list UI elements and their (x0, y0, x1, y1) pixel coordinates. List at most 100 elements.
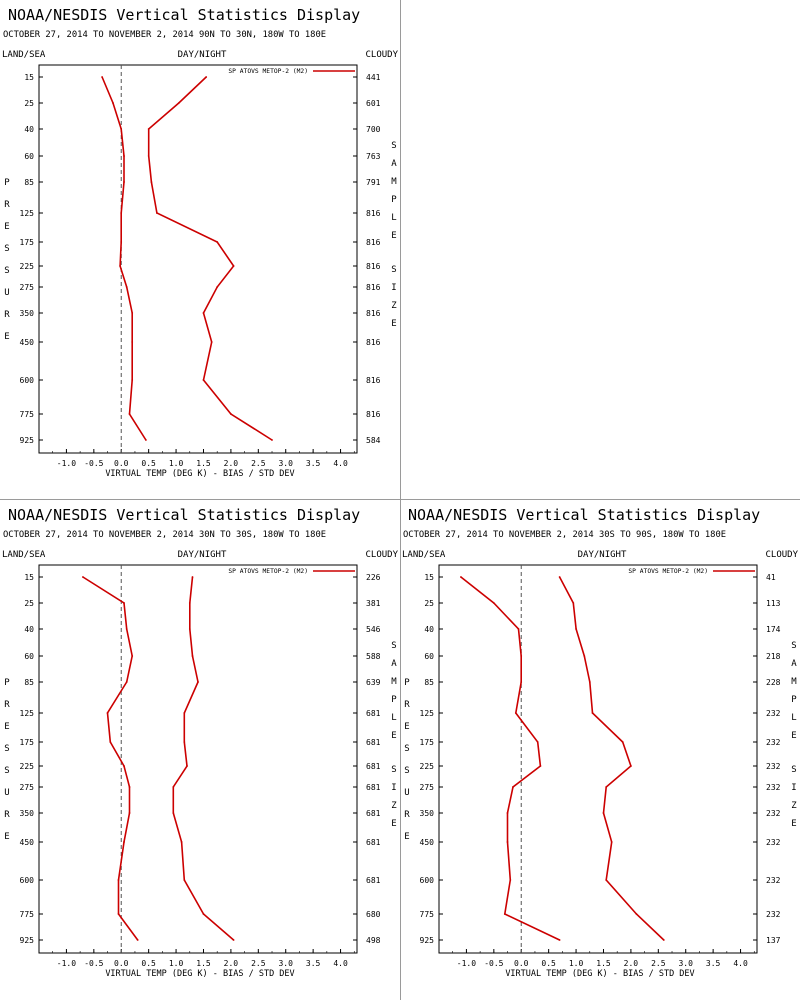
cloudy-label: CLOUDY (365, 50, 398, 60)
pressure-axis-title-letter: E (4, 722, 9, 732)
pressure-level-label: 275 (20, 283, 35, 292)
x-tick-label: 3.5 (306, 959, 321, 968)
chart-subtitle: OCTOBER 27, 2014 TO NOVEMBER 2, 2014 30N… (3, 530, 326, 540)
data-point-std_dev (575, 628, 577, 630)
data-point-bias (82, 576, 84, 578)
pressure-level-label: 40 (24, 125, 34, 134)
pressure-level-label: 40 (24, 625, 34, 634)
sample-size-label: 816 (366, 376, 381, 385)
pressure-axis-title-letter: P (4, 178, 10, 188)
data-point-bias (123, 181, 125, 183)
sample-size-label: 232 (766, 709, 781, 718)
data-point-std_dev (202, 312, 205, 314)
sample-size-label: 174 (766, 625, 781, 634)
data-point-std_dev (147, 155, 150, 157)
data-point-bias (128, 812, 131, 814)
pressure-level-label: 125 (20, 709, 35, 718)
sample-size-label: 816 (366, 309, 381, 318)
data-point-std_dev (271, 439, 273, 441)
sample-size-label: 791 (366, 178, 381, 187)
data-point-std_dev (183, 741, 186, 743)
data-point-std_dev (177, 102, 180, 104)
pressure-level-label: 15 (24, 573, 34, 582)
data-point-bias (514, 712, 517, 714)
x-tick-label: 0.0 (114, 959, 129, 968)
x-axis-label: VIRTUAL TEMP (DEG K) - BIAS / STD DEV (505, 969, 694, 979)
sample-size-label: 232 (766, 783, 781, 792)
pressure-level-label: 450 (20, 338, 35, 347)
pressure-level-label: 25 (24, 99, 34, 108)
sample-size-label: 681 (366, 709, 381, 718)
pressure-axis-title-letter: U (4, 288, 9, 298)
sample-size-label: 681 (366, 809, 381, 818)
pressure-level-label: 775 (420, 910, 435, 919)
data-point-bias (460, 576, 462, 578)
x-axis-label: VIRTUAL TEMP (DEG K) - BIAS / STD DEV (105, 469, 294, 479)
pressure-axis-title-letter: E (404, 832, 409, 842)
plot-frame (38, 564, 358, 954)
data-point-std_dev (188, 602, 191, 604)
pressure-axis-title-letter: R (404, 810, 410, 820)
sample-size-label: 584 (366, 436, 381, 445)
sample-size-label: 816 (366, 283, 381, 292)
x-tick-label: -1.0 (57, 959, 76, 968)
sample-size-label: 681 (366, 762, 381, 771)
data-point-bias (120, 212, 123, 214)
pressure-level-label: 175 (420, 738, 435, 747)
sample-size-label: 226 (366, 573, 381, 582)
data-point-bias (539, 765, 542, 767)
pressure-axis-title-letter: E (4, 832, 9, 842)
sample-size-axis-title-letter: L (791, 713, 796, 723)
sample-size-label: 381 (366, 599, 381, 608)
sample-size-label: 700 (366, 125, 381, 134)
sample-size-axis-title-letter: Z (391, 301, 397, 311)
pressure-level-label: 350 (20, 809, 35, 818)
x-tick-label: 0.5 (141, 459, 156, 468)
sample-size-label: 218 (766, 652, 781, 661)
x-tick-label: 2.5 (651, 959, 666, 968)
pressure-axis-title-letter: S (404, 744, 409, 754)
data-point-bias (145, 439, 147, 441)
pressure-axis-title-letter: S (4, 244, 9, 254)
data-point-std_dev (183, 712, 186, 714)
chart-title: NOAA/NESDIS Vertical Statistics Display (8, 506, 360, 524)
sample-size-axis-title-letter: Z (791, 801, 797, 811)
pressure-level-label: 350 (20, 309, 35, 318)
day-night-label: DAY/NIGHT (178, 50, 227, 60)
data-point-bias (128, 413, 131, 415)
sample-size-label: 681 (366, 838, 381, 847)
x-tick-label: 3.0 (278, 959, 293, 968)
data-point-bias (128, 786, 131, 788)
pressure-level-label: 350 (420, 809, 435, 818)
sample-size-label: 639 (366, 678, 381, 687)
pressure-level-label: 175 (20, 738, 35, 747)
x-tick-label: -0.5 (84, 959, 103, 968)
pressure-level-label: 225 (20, 262, 35, 271)
sample-size-label: 441 (366, 73, 381, 82)
x-tick-label: 1.0 (569, 959, 584, 968)
sample-size-label: 232 (766, 838, 781, 847)
data-point-std_dev (147, 128, 150, 130)
data-point-std_dev (232, 265, 235, 267)
pressure-axis-title-letter: S (4, 766, 9, 776)
data-point-std_dev (172, 786, 175, 788)
cloudy-label: CLOUDY (765, 550, 798, 560)
data-point-bias (509, 879, 512, 881)
sample-size-axis-title-letter: S (391, 765, 396, 775)
data-point-std_dev (205, 76, 208, 78)
pressure-axis-title-letter: E (404, 722, 409, 732)
pressure-level-label: 25 (24, 599, 34, 608)
sample-size-label: 601 (366, 99, 381, 108)
data-point-bias (131, 379, 134, 381)
data-point-std_dev (183, 879, 186, 881)
x-tick-label: 4.0 (333, 959, 348, 968)
pressure-axis-title-letter: S (404, 766, 409, 776)
sample-size-axis-title-letter: S (391, 265, 396, 275)
data-point-bias (123, 155, 125, 157)
sample-size-axis-title-letter: P (791, 695, 797, 705)
sample-size-label: 232 (766, 876, 781, 885)
sample-size-label: 232 (766, 738, 781, 747)
sample-size-label: 816 (366, 262, 381, 271)
chart-subtitle: OCTOBER 27, 2014 TO NOVEMBER 2, 2014 30S… (403, 530, 726, 540)
sample-size-axis-title-letter: A (391, 659, 397, 669)
